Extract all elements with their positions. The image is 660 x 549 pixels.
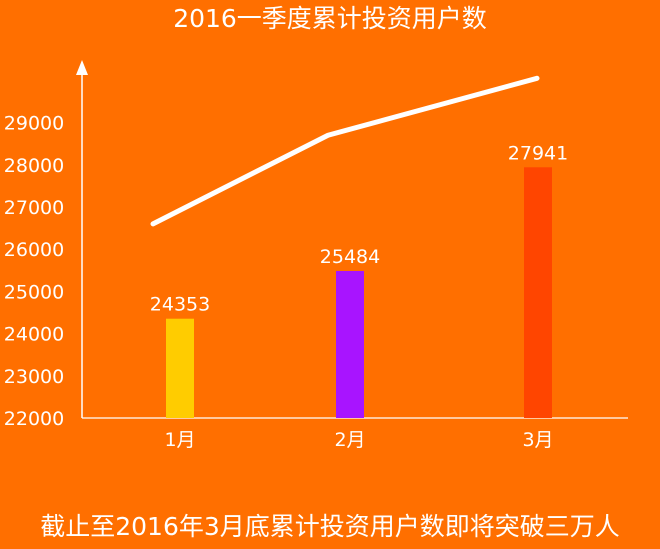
x-tick-label-1: 1月 [164,429,195,451]
bar-3 [524,167,552,418]
x-tick-label-3: 3月 [522,429,553,451]
bar-1 [166,318,194,418]
y-tick-label-3: 25000 [4,281,64,303]
x-tick-label-2: 2月 [334,429,365,451]
y-axis-arrow-icon [76,60,88,75]
chart-title: 2016一季度累计投资用户数 [173,4,487,33]
y-tick-label-4: 26000 [4,239,64,261]
y-tick-label-2: 24000 [4,324,64,346]
chart-caption: 截止至2016年3月底累计投资用户数即将突破三万人 [40,512,620,541]
bar-2 [336,270,364,418]
bar-value-label-2: 25484 [320,246,380,268]
bar-value-label-3: 27941 [508,142,568,164]
y-tick-label-6: 28000 [4,155,64,177]
y-tick-label-7: 29000 [4,113,64,135]
y-tick-label-5: 27000 [4,197,64,219]
bar-value-label-1: 24353 [150,294,210,316]
y-tick-label-1: 23000 [4,366,64,388]
y-tick-label-0: 22000 [4,408,64,430]
trend-line [150,75,540,227]
